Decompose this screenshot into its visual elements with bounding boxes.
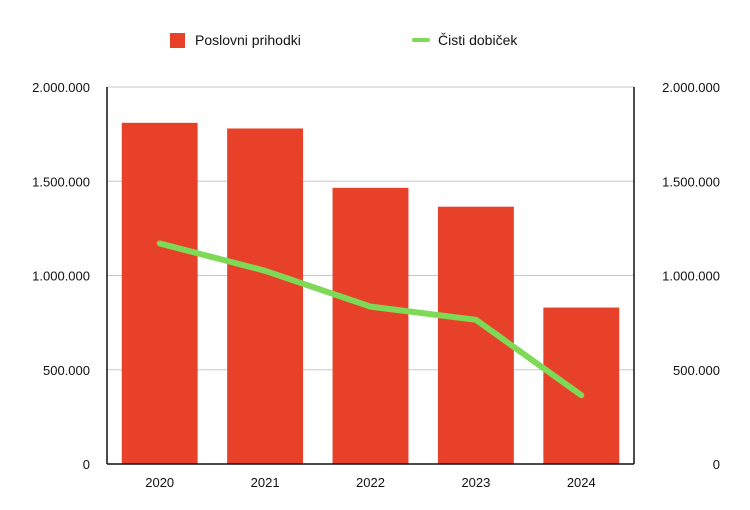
y-tick-label-right: 0: [713, 457, 720, 472]
y-tick-label-left: 2.000.000: [32, 80, 90, 95]
x-tick-label: 2020: [145, 475, 174, 490]
legend-swatch-net-profit: [412, 38, 430, 42]
y-tick-label-left: 1.500.000: [32, 174, 90, 189]
axes: [106, 87, 635, 465]
tick-labels: 0 0 500.000 500.000 1.000.000 1.000.000 1.500.…: [32, 80, 720, 490]
net-profit-line-group: [156, 240, 585, 399]
legend-label-net-profit: Čisti dobiček: [438, 32, 518, 48]
legend-label-revenue: Poslovni prihodki: [195, 32, 301, 48]
legend-swatch-revenue: [170, 32, 185, 48]
bars: [121, 122, 620, 464]
y-tick-label-left: 500.000: [43, 363, 90, 378]
legend-item-net-profit: Čisti dobiček: [412, 25, 517, 55]
y-tick-label-right: 500.000: [673, 363, 720, 378]
y-tick-label-right: 1.500.000: [662, 174, 720, 189]
y-tick-label-right: 2.000.000: [662, 80, 720, 95]
legend: Poslovni prihodki Čisti dobiček: [0, 25, 750, 55]
y-tick-label-left: 1.000.000: [32, 269, 90, 284]
y-tick-label-right: 1.000.000: [662, 269, 720, 284]
bar: [121, 122, 198, 464]
bar: [332, 187, 409, 464]
bar: [227, 128, 304, 464]
x-tick-label: 2023: [461, 475, 490, 490]
bar: [543, 307, 620, 464]
y-tick-label-left: 0: [83, 457, 90, 472]
x-tick-label: 2022: [356, 475, 385, 490]
x-tick-label: 2021: [251, 475, 280, 490]
legend-item-revenue: Poslovni prihodki: [170, 25, 301, 55]
net-profit-line: [156, 240, 585, 399]
x-tick-label: 2024: [567, 475, 596, 490]
